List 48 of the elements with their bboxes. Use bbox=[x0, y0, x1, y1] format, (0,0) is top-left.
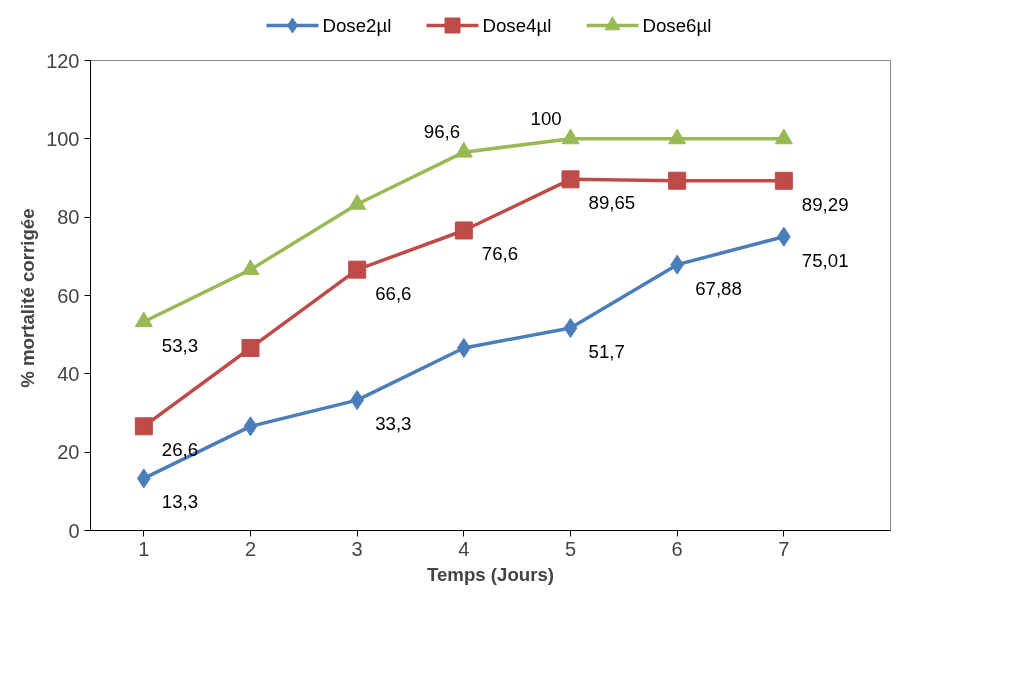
point bbox=[774, 128, 793, 145]
x-tick-label: 4 bbox=[458, 537, 470, 560]
data-label: 76,6 bbox=[481, 243, 519, 265]
y-tick-label: 100 bbox=[46, 127, 80, 150]
y-tick-label: 60 bbox=[57, 284, 80, 307]
point bbox=[241, 259, 260, 276]
data-label: 66,6 bbox=[375, 282, 412, 304]
point bbox=[668, 171, 687, 190]
x-tick-label: 3 bbox=[351, 537, 363, 560]
data-label: 96,6 bbox=[423, 121, 461, 143]
data-label: 89,65 bbox=[588, 192, 636, 214]
point bbox=[243, 416, 258, 437]
point bbox=[454, 221, 473, 240]
y-tick-label: 120 bbox=[46, 49, 80, 72]
point bbox=[563, 318, 578, 339]
data-label: 26,6 bbox=[161, 439, 199, 461]
point bbox=[241, 338, 260, 357]
data-label: 53,3 bbox=[161, 334, 199, 356]
data-label: 33,3 bbox=[375, 413, 412, 435]
point bbox=[454, 141, 473, 158]
x-tick-label: 6 bbox=[671, 537, 683, 560]
legend-label: Dose6µl bbox=[642, 15, 712, 36]
point bbox=[561, 170, 580, 189]
x-tick-label: 2 bbox=[244, 537, 257, 560]
y-tick-label: 40 bbox=[57, 362, 80, 385]
x-tick-label: 1 bbox=[138, 537, 150, 560]
point bbox=[134, 417, 153, 436]
legend-label: Dose2µl bbox=[322, 15, 392, 36]
data-label: 67,88 bbox=[695, 277, 742, 299]
x-tick-label: 5 bbox=[564, 537, 577, 560]
point bbox=[348, 260, 367, 279]
data-label: 75,01 bbox=[801, 249, 849, 271]
point bbox=[134, 311, 153, 328]
legend-label: Dose4µl bbox=[482, 15, 552, 36]
data-label: 100 bbox=[530, 107, 562, 129]
data-label: 89,29 bbox=[801, 193, 849, 215]
x-tick-label: 7 bbox=[778, 537, 790, 560]
data-label: 13,3 bbox=[161, 491, 199, 513]
data-label: 51,7 bbox=[588, 341, 625, 363]
point bbox=[561, 128, 580, 145]
point bbox=[774, 171, 793, 190]
y-tick-label: 20 bbox=[57, 441, 80, 464]
y-axis-title: % mortalité corrigée bbox=[17, 208, 39, 388]
x-axis-title: Temps (Jours) bbox=[426, 563, 555, 585]
point bbox=[668, 128, 687, 145]
y-tick-label: 0 bbox=[68, 519, 80, 542]
y-tick-label: 80 bbox=[57, 206, 80, 229]
point bbox=[348, 193, 367, 210]
